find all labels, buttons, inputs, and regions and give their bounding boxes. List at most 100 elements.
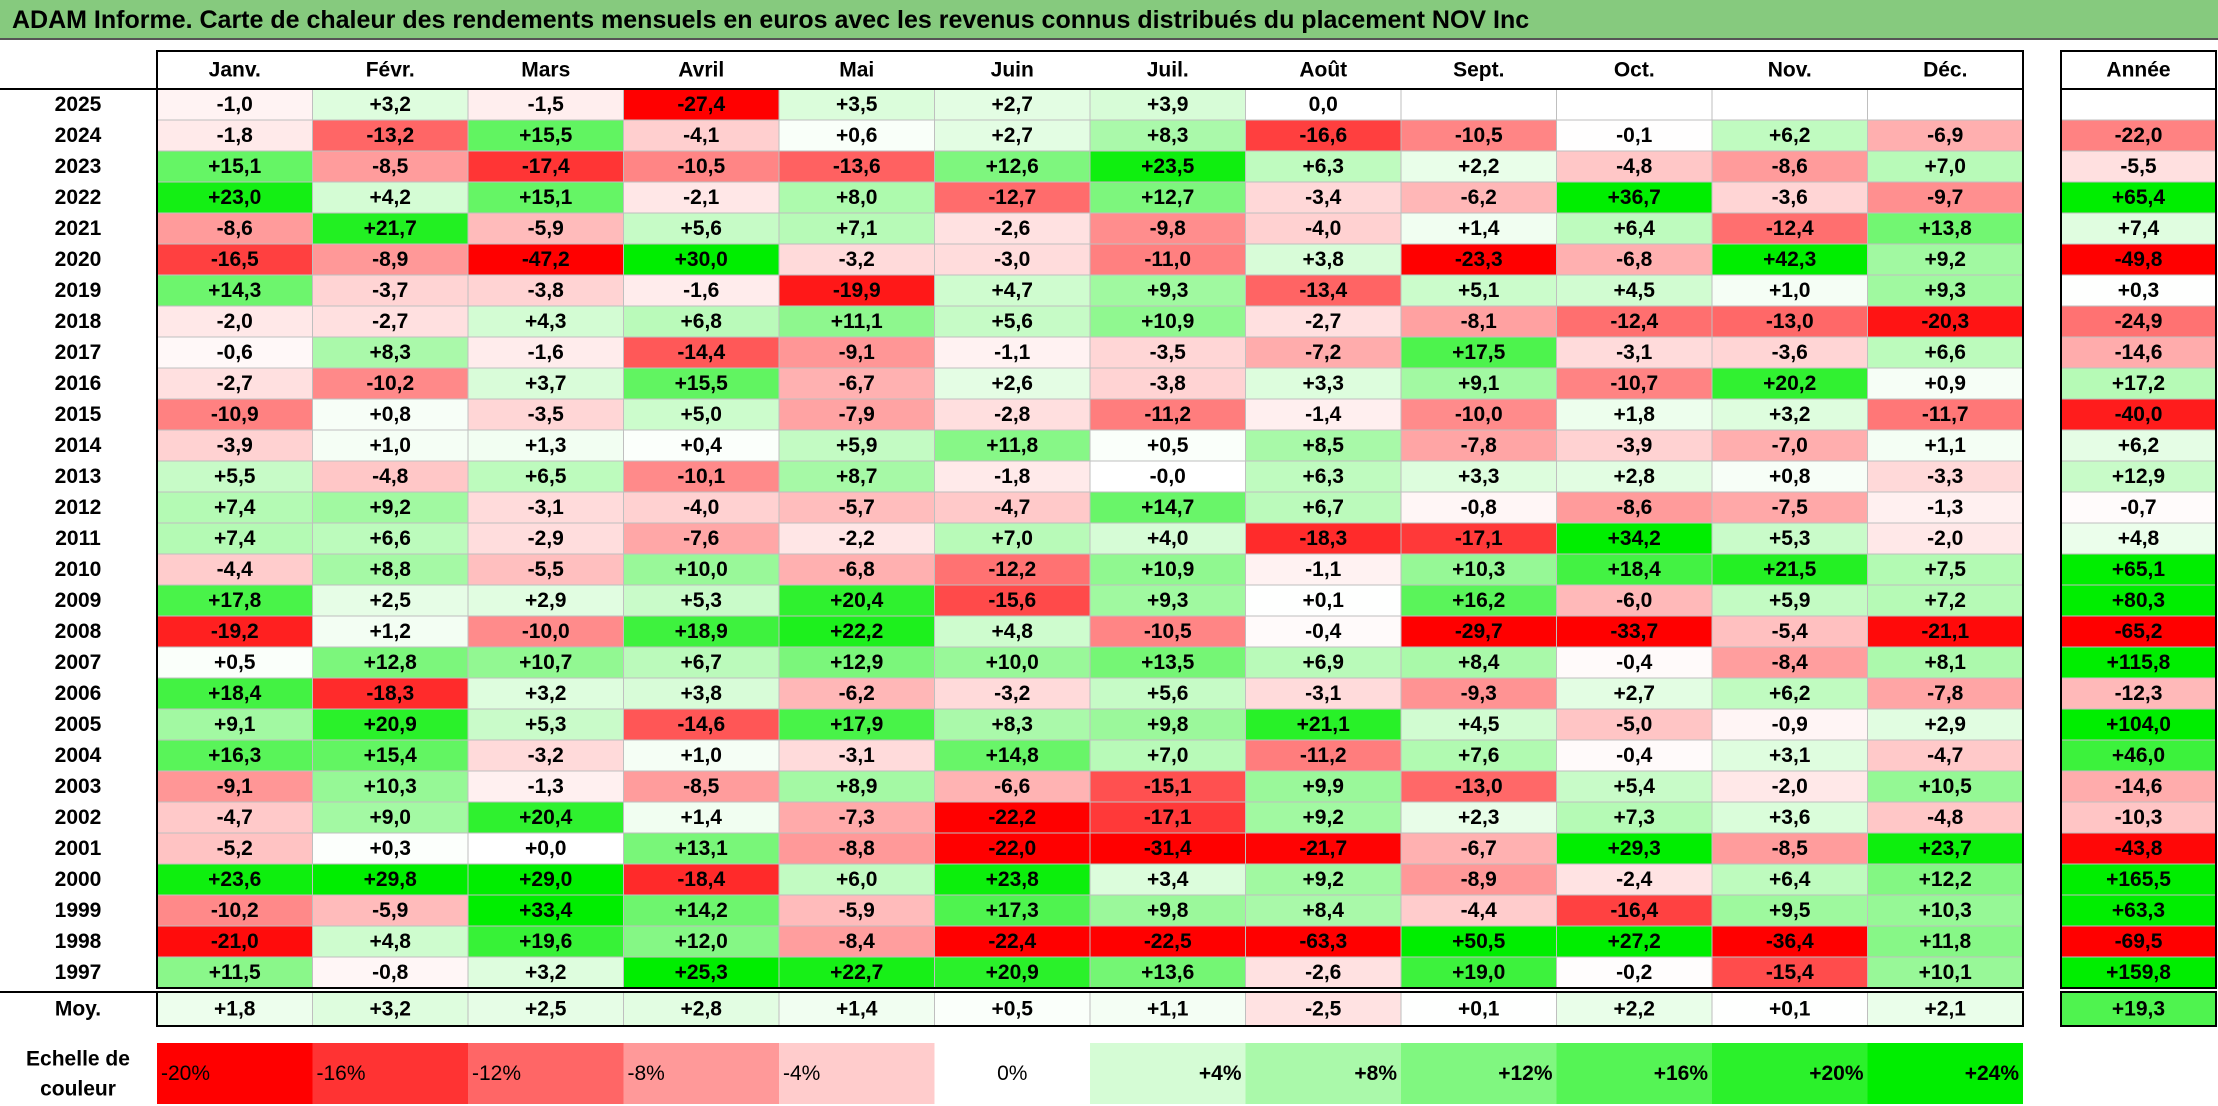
cell-value: +6,6 [1925, 341, 1966, 364]
heatmap-cell [156, 832, 313, 865]
annual-value: +7,4 [2118, 217, 2160, 240]
heatmap-cell [1867, 119, 2024, 152]
heatmap-cell [778, 460, 935, 493]
heatmap-cell [623, 429, 780, 462]
heatmap-cell [156, 925, 313, 958]
cell-value: +2,7 [1614, 682, 1655, 705]
heatmap-cell [467, 894, 624, 927]
cell-value: +5,3 [681, 589, 722, 612]
year-label-2000: 2000 [55, 868, 102, 891]
annual-value: +104,0 [2106, 713, 2171, 736]
heatmap-cell [312, 212, 469, 245]
cell-value: +2,9 [1925, 713, 1966, 736]
cell-value: +6,9 [1303, 651, 1344, 674]
cell-value: +7,3 [1614, 806, 1655, 829]
cell-value: -1,1 [1305, 558, 1342, 581]
heatmap-cell [778, 367, 935, 400]
heatmap-cell [1711, 336, 1868, 369]
heatmap-cell [1089, 677, 1246, 710]
cell-value: +0,5 [1147, 434, 1189, 457]
cell-value: +5,1 [1458, 279, 1500, 302]
heatmap-cell [1556, 460, 1713, 493]
cell-value: +6,3 [1303, 155, 1344, 178]
month-header-4: Avril [678, 59, 724, 82]
month-header-11: Nov. [1768, 59, 1812, 82]
annual-value: +115,8 [2107, 651, 2171, 674]
average-cell [1089, 991, 1246, 1027]
annual-cell [2060, 88, 2217, 121]
cell-value: +1,3 [525, 434, 566, 457]
report-title: ADAM Informe. Carte de chaleur des rende… [0, 0, 2218, 40]
cell-value: +8,1 [1925, 651, 1967, 674]
cell-value: -7,5 [1772, 496, 1809, 519]
cell-value: +0,4 [681, 434, 723, 457]
cell-value: +21,7 [364, 217, 417, 240]
heatmap-cell [467, 243, 624, 276]
heatmap-cell [1245, 832, 1402, 865]
heatmap-cell [623, 305, 780, 338]
scale-label-line2: couleur [40, 1078, 116, 1101]
cell-value: -7,2 [1305, 341, 1341, 364]
heatmap-cell [467, 398, 624, 431]
cell-value: -18,3 [366, 682, 414, 705]
heatmap-cell [1556, 398, 1713, 431]
cell-value: -11,0 [1144, 248, 1191, 271]
average-cell [623, 991, 780, 1027]
year-label-2013: 2013 [55, 465, 102, 488]
cell-value: +0,9 [1925, 372, 1966, 395]
annual-cell [2060, 615, 2217, 648]
cell-value: +5,6 [681, 217, 722, 240]
heatmap-cell [1400, 491, 1557, 524]
heatmap-cell [778, 522, 935, 555]
cell-value: +2,9 [525, 589, 566, 612]
cell-value: -13,2 [366, 124, 414, 147]
average-value: -2,5 [1305, 998, 1342, 1021]
cell-value: -3,1 [1616, 341, 1653, 364]
heatmap-cell [1867, 212, 2024, 245]
cell-value: -8,4 [1772, 651, 1809, 674]
cell-value: -3,9 [1616, 434, 1652, 457]
heatmap-cell [934, 584, 1091, 617]
cell-value: -0,2 [1616, 961, 1652, 984]
heatmap-cell [1711, 398, 1868, 431]
heatmap-cell [1089, 305, 1246, 338]
cell-value: -5,0 [1616, 713, 1652, 736]
heatmap-cell [934, 739, 1091, 772]
cell-value: -18,4 [677, 868, 725, 891]
cell-value: -15,4 [1766, 961, 1814, 984]
cell-value: +34,2 [1608, 527, 1661, 550]
cell-value: +8,8 [370, 558, 412, 581]
cell-value: +8,3 [1147, 124, 1188, 147]
cell-value: +21,1 [1297, 713, 1350, 736]
cell-value: +7,0 [992, 527, 1033, 550]
scale-swatch [1712, 1043, 1868, 1104]
cell-value: -7,8 [1461, 434, 1498, 457]
average-value: +0,1 [1458, 998, 1500, 1021]
average-row-border [156, 991, 2024, 1027]
heatmap-cell [1245, 522, 1402, 555]
heatmap-cell [312, 243, 469, 276]
heatmap-cell [1245, 739, 1402, 772]
year-label-2007: 2007 [55, 651, 102, 674]
heatmap-cell [934, 398, 1091, 431]
year-label-2009: 2009 [55, 589, 102, 612]
cell-value: +13,8 [1919, 217, 1972, 240]
heatmap-cell [778, 708, 935, 741]
cell-value: +1,8 [1614, 403, 1656, 426]
cell-value: -15,1 [1144, 775, 1192, 798]
heatmap-cell [467, 770, 624, 803]
year-label-2018: 2018 [55, 310, 102, 333]
cell-value: -3,6 [1772, 186, 1808, 209]
cell-value: +0,8 [1769, 465, 1811, 488]
cell-value: -6,9 [1927, 124, 1963, 147]
cell-value: -19,9 [833, 279, 881, 302]
heatmap-cell [623, 646, 780, 679]
heatmap-cell [778, 212, 935, 245]
cell-value: +8,5 [1303, 434, 1345, 457]
cell-value: +8,3 [992, 713, 1033, 736]
heatmap-cell [934, 894, 1091, 927]
cell-value: -0,4 [1616, 744, 1653, 767]
scale-swatch [312, 1043, 468, 1104]
cell-value: +0,5 [214, 651, 256, 674]
heatmap-cell [1711, 212, 1868, 245]
